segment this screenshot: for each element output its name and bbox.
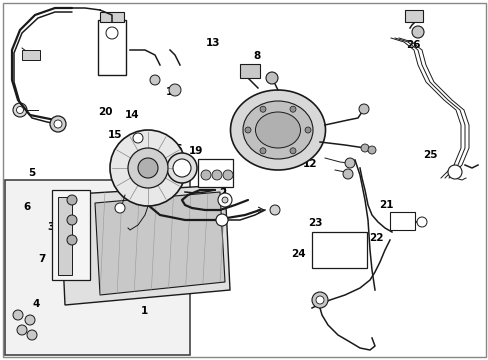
Bar [311, 232, 366, 268]
Circle shape [315, 296, 324, 304]
Circle shape [115, 203, 125, 213]
Circle shape [67, 215, 77, 225]
Circle shape [173, 159, 191, 177]
Text: 12: 12 [303, 159, 317, 169]
Text: 9: 9 [277, 92, 284, 102]
Circle shape [367, 146, 375, 154]
Circle shape [106, 27, 118, 39]
Bar [22, 50, 40, 60]
Circle shape [305, 127, 310, 133]
Circle shape [218, 193, 231, 207]
Circle shape [17, 325, 27, 335]
Circle shape [244, 127, 250, 133]
Text: 18: 18 [124, 164, 139, 174]
Bar [58, 197, 72, 275]
Text: 20: 20 [98, 107, 112, 117]
Circle shape [167, 153, 197, 183]
Circle shape [260, 148, 265, 154]
Circle shape [128, 148, 168, 188]
Circle shape [150, 75, 160, 85]
Circle shape [311, 292, 327, 308]
Text: 26: 26 [405, 40, 420, 50]
Text: 4: 4 [33, 299, 41, 309]
Text: 5: 5 [28, 168, 35, 178]
Circle shape [222, 197, 227, 203]
Text: 14: 14 [124, 110, 139, 120]
Circle shape [160, 155, 170, 165]
Text: 2: 2 [219, 188, 225, 198]
Polygon shape [60, 185, 229, 305]
Circle shape [169, 84, 181, 96]
Circle shape [67, 235, 77, 245]
Ellipse shape [255, 112, 300, 148]
Bar [98, 20, 126, 75]
Ellipse shape [243, 101, 312, 159]
Circle shape [416, 217, 426, 227]
Circle shape [216, 214, 227, 226]
Bar [389, 212, 414, 230]
Circle shape [13, 103, 27, 117]
Circle shape [447, 165, 461, 179]
Circle shape [13, 310, 23, 320]
Text: 17: 17 [166, 87, 181, 97]
Circle shape [54, 120, 62, 128]
Circle shape [260, 106, 265, 112]
Circle shape [160, 173, 170, 183]
Polygon shape [95, 192, 224, 295]
Circle shape [269, 205, 280, 215]
Text: 11: 11 [290, 117, 305, 127]
Circle shape [67, 195, 77, 205]
Text: 21: 21 [378, 200, 393, 210]
Circle shape [289, 106, 295, 112]
Text: 22: 22 [368, 233, 383, 243]
Bar [198, 159, 232, 187]
Circle shape [138, 158, 158, 178]
Text: 16: 16 [168, 144, 183, 154]
Bar [52, 190, 90, 280]
Text: 15: 15 [107, 130, 122, 140]
Circle shape [201, 170, 210, 180]
Bar [404, 10, 422, 22]
Text: 13: 13 [205, 38, 220, 48]
Circle shape [133, 133, 142, 143]
Text: 8: 8 [253, 51, 260, 61]
Text: 6: 6 [23, 202, 30, 212]
Circle shape [360, 144, 368, 152]
Bar [240, 64, 260, 78]
Text: 24: 24 [290, 249, 305, 259]
Text: 7: 7 [38, 254, 45, 264]
Circle shape [27, 330, 37, 340]
Text: 10: 10 [271, 150, 285, 160]
Circle shape [265, 72, 278, 84]
Text: 1: 1 [141, 306, 147, 316]
Circle shape [358, 104, 368, 114]
Circle shape [342, 169, 352, 179]
Circle shape [25, 315, 35, 325]
Bar [100, 12, 124, 22]
Circle shape [289, 148, 295, 154]
Text: 19: 19 [188, 146, 203, 156]
Circle shape [345, 158, 354, 168]
Ellipse shape [230, 90, 325, 170]
Text: 25: 25 [422, 150, 437, 160]
Circle shape [411, 26, 423, 38]
Circle shape [212, 170, 222, 180]
Text: 23: 23 [307, 218, 322, 228]
Circle shape [223, 170, 232, 180]
Circle shape [110, 130, 185, 206]
Circle shape [17, 107, 23, 113]
Text: 3: 3 [48, 222, 55, 232]
Bar [5, 180, 190, 355]
Circle shape [50, 116, 66, 132]
